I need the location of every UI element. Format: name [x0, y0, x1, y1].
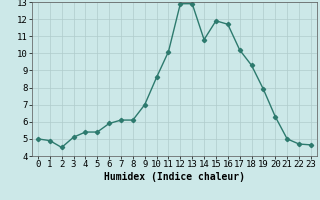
X-axis label: Humidex (Indice chaleur): Humidex (Indice chaleur): [104, 172, 245, 182]
